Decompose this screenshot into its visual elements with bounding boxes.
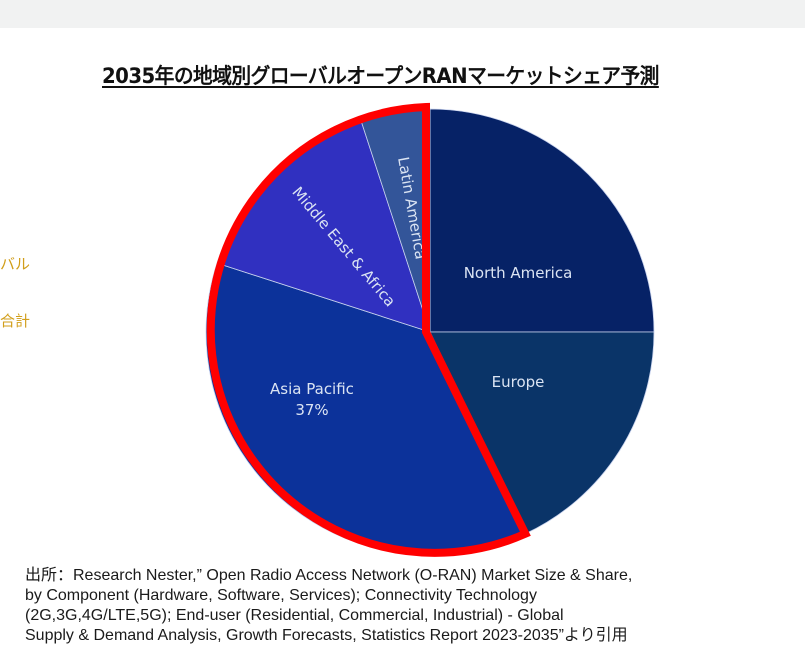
chart-title: 2035年の地域別グローバルオープンRANマーケットシェア予測 [102,64,659,88]
pie-slices [205,108,655,556]
highlight-outline [206,102,531,557]
source-line-1: 出所：Research Nester,” Open Radio Access N… [25,567,633,584]
slice-label: Europe [492,373,545,391]
source-line-3: (2G,3G,4G/LTE,5G); End-user (Residential… [25,607,564,624]
source-citation: 出所：Research Nester,” Open Radio Access N… [25,566,785,646]
slice-label: North America [464,264,573,282]
side-text-line-1: バル [0,255,31,273]
pie-slice-north-america [429,108,655,333]
source-line-2: by Component (Hardware, Software, Servic… [25,587,537,604]
source-line-4: Supply & Demand Analysis, Growth Forecas… [25,627,628,644]
top-band [0,0,805,28]
side-text-fragment: バル 合計 [0,217,30,350]
side-text-line-2: 合計 [0,312,31,330]
slice-label: Asia Pacific 37% [270,380,354,419]
pie-slice-europe [429,331,655,535]
